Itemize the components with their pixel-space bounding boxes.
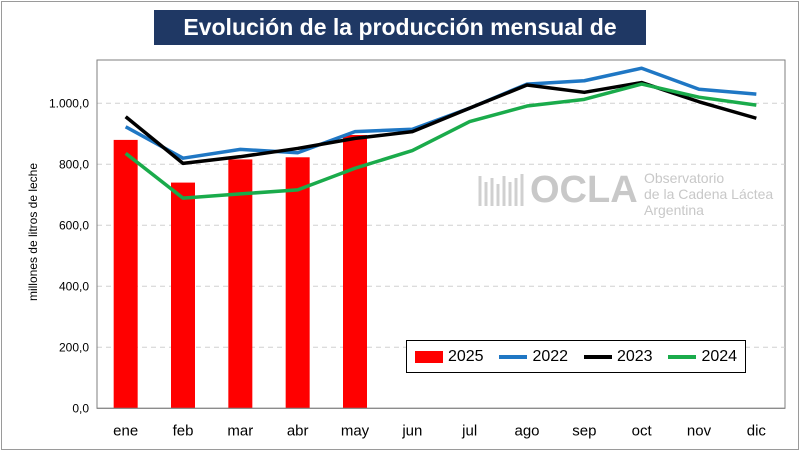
x-tick-label: ago xyxy=(514,422,539,439)
ocla-watermark: OCLA Observatorio de la Cadena Láctea Ar… xyxy=(476,168,776,228)
y-tick-label: 1.000,0 xyxy=(49,96,89,110)
watermark-text: Observatorio de la Cadena Láctea Argenti… xyxy=(644,170,773,218)
y-tick-label: 200,0 xyxy=(59,340,89,354)
bar-2025-feb xyxy=(171,182,195,409)
legend-swatch xyxy=(668,354,697,359)
x-tick-label: abr xyxy=(287,422,309,439)
bar-2025-ene xyxy=(113,139,138,409)
x-tick-label: oct xyxy=(632,422,653,439)
watermark-line3: Argentina xyxy=(644,202,704,218)
line-2024 xyxy=(124,82,757,200)
watermark-brand: OCLA xyxy=(530,169,638,211)
x-tick-label: may xyxy=(341,422,370,439)
legend-item-2025: 2025 xyxy=(414,347,484,366)
bar-2025-mar xyxy=(228,159,253,409)
legend-swatch xyxy=(414,350,443,363)
ocla-logo-icon xyxy=(478,174,524,206)
legend: 2025 2022 2023 2024 xyxy=(406,340,746,373)
watermark-line1: Observatorio xyxy=(644,170,725,186)
legend-label: 2025 xyxy=(447,347,484,365)
x-tick-label: jul xyxy=(461,422,477,439)
x-tick-label: nov xyxy=(687,422,712,439)
x-tick-label: sep xyxy=(572,422,596,439)
x-tick-label: dic xyxy=(747,422,767,439)
legend-label: 2023 xyxy=(616,347,653,365)
bar-2025-abr xyxy=(285,157,310,409)
legend-label: 2022 xyxy=(532,347,569,365)
legend-label: 2024 xyxy=(701,347,738,365)
watermark-line2: de la Cadena Láctea xyxy=(644,186,774,202)
bar-2025-may xyxy=(343,135,367,409)
y-tick-label: 800,0 xyxy=(59,157,89,171)
y-tick-label: 600,0 xyxy=(59,218,89,232)
legend-swatch xyxy=(499,354,528,359)
x-tick-label: jun xyxy=(401,422,422,439)
y-tick-label: 0,0 xyxy=(72,401,89,415)
x-tick-label: feb xyxy=(173,422,194,439)
legend-item-2023: 2023 xyxy=(583,347,653,366)
legend-item-2024: 2024 xyxy=(668,348,737,366)
y-tick-label: 400,0 xyxy=(59,279,89,293)
legend-item-2022: 2022 xyxy=(499,348,568,366)
legend-swatch xyxy=(583,354,612,359)
x-tick-label: mar xyxy=(227,422,253,439)
x-tick-label: ene xyxy=(113,422,138,439)
